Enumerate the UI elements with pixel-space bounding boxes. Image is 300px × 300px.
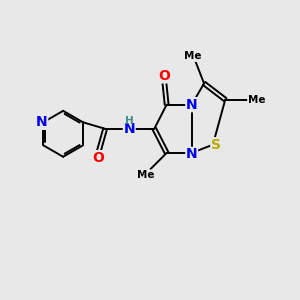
Text: O: O [93, 151, 105, 165]
Text: N: N [186, 147, 197, 161]
Text: H: H [125, 116, 134, 126]
Text: Me: Me [184, 51, 201, 62]
Text: Me: Me [137, 170, 155, 180]
Text: Me: Me [248, 94, 265, 105]
Text: N: N [36, 115, 48, 129]
Text: S: S [211, 138, 221, 152]
Text: N: N [123, 122, 135, 136]
Text: N: N [186, 98, 197, 112]
Text: O: O [158, 69, 170, 83]
